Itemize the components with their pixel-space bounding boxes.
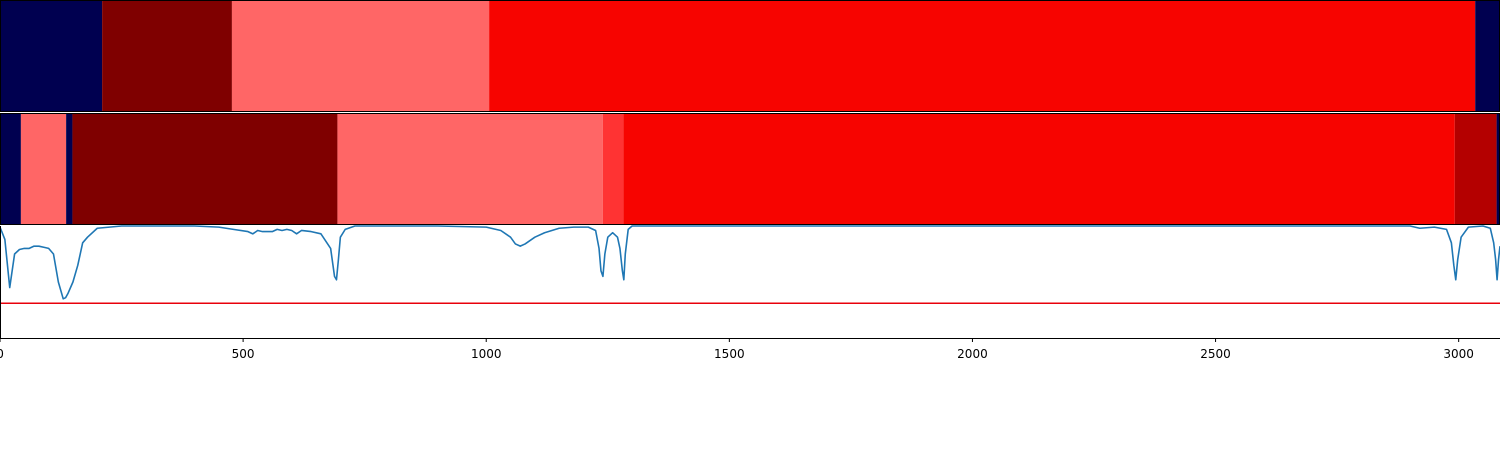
x-tick-label-2500: 2500 (1200, 347, 1231, 361)
probability-line (0, 225, 1500, 300)
track-1 (0, 0, 1500, 112)
track-2-segment-6 (602, 113, 624, 225)
track-2-segment-9 (1496, 113, 1500, 225)
track-1-segment-3 (231, 0, 490, 112)
track-1-segment-5 (1475, 0, 1500, 112)
track-2 (0, 113, 1500, 225)
track-2-segment-8 (1454, 113, 1497, 225)
line-plot-background (0, 226, 1500, 338)
x-tick-label-0: 0 (0, 347, 4, 361)
x-axis: 0 500 1000 1500 2000 2500 3000 (0, 338, 1500, 361)
track-1-segment-1 (0, 0, 103, 112)
x-tick-label-500: 500 (232, 347, 255, 361)
x-tick-label-3000: 3000 (1443, 347, 1474, 361)
track-2-segment-4 (72, 113, 338, 225)
track-1-segment-2 (102, 0, 232, 112)
track-2-segment-1 (0, 113, 21, 225)
track-2-segment-2 (20, 113, 67, 225)
track-2-segment-5 (337, 113, 603, 225)
x-tick-label-1500: 1500 (714, 347, 745, 361)
track-2-segment-3 (66, 113, 73, 225)
probability-line-plot (0, 225, 1500, 338)
segment-tracks (0, 0, 1500, 225)
track-2-segment-7 (623, 113, 1455, 225)
track-1-segment-4 (489, 0, 1476, 112)
x-tick-label-2000: 2000 (957, 347, 988, 361)
x-tick-label-1000: 1000 (471, 347, 502, 361)
